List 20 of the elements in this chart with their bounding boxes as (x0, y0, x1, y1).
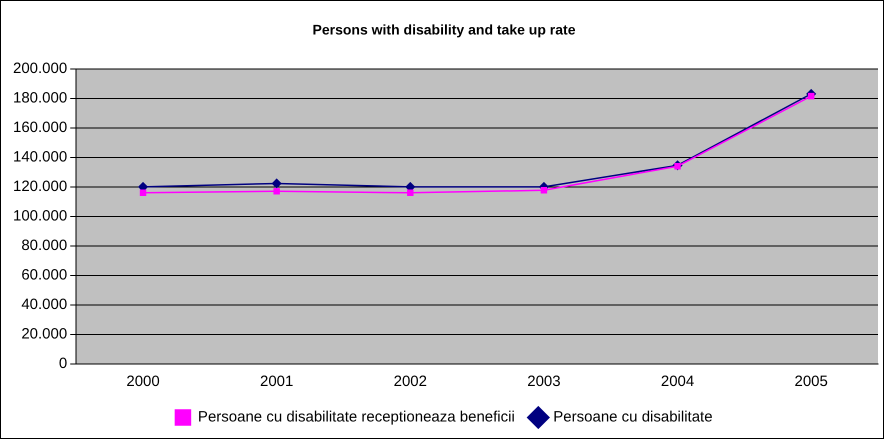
chart-title: Persons with disability and take up rate (312, 21, 576, 38)
y-tick-label: 140.000 (12, 148, 68, 166)
y-tick-label: 120.000 (12, 178, 68, 196)
y-tick-label: 100.000 (12, 208, 68, 225)
x-tick-label: 2000 (126, 373, 160, 390)
legend-label: Persoane cu disabilitate (553, 408, 713, 426)
y-tick-label: 80.000 (21, 237, 68, 254)
x-tick-label: 2002 (394, 373, 427, 390)
x-tick-label: 2003 (527, 373, 561, 390)
legend-label: Persoane cu disabilitate receptioneaza beneficii (198, 408, 515, 426)
x-tick-label: 2005 (794, 373, 828, 390)
x-tick-label: 2001 (260, 373, 294, 390)
y-tick-label: 160.000 (12, 118, 68, 136)
y-tick-label: 180.000 (12, 89, 68, 106)
y-tick-label: 60.000 (21, 266, 68, 284)
y-tick-label: 20.000 (21, 326, 68, 343)
x-tick-label: 2004 (660, 373, 694, 390)
y-tick-label: 0 (58, 355, 68, 372)
y-tick-label: 40.000 (21, 296, 68, 314)
y-tick-label: 200.000 (12, 60, 68, 77)
